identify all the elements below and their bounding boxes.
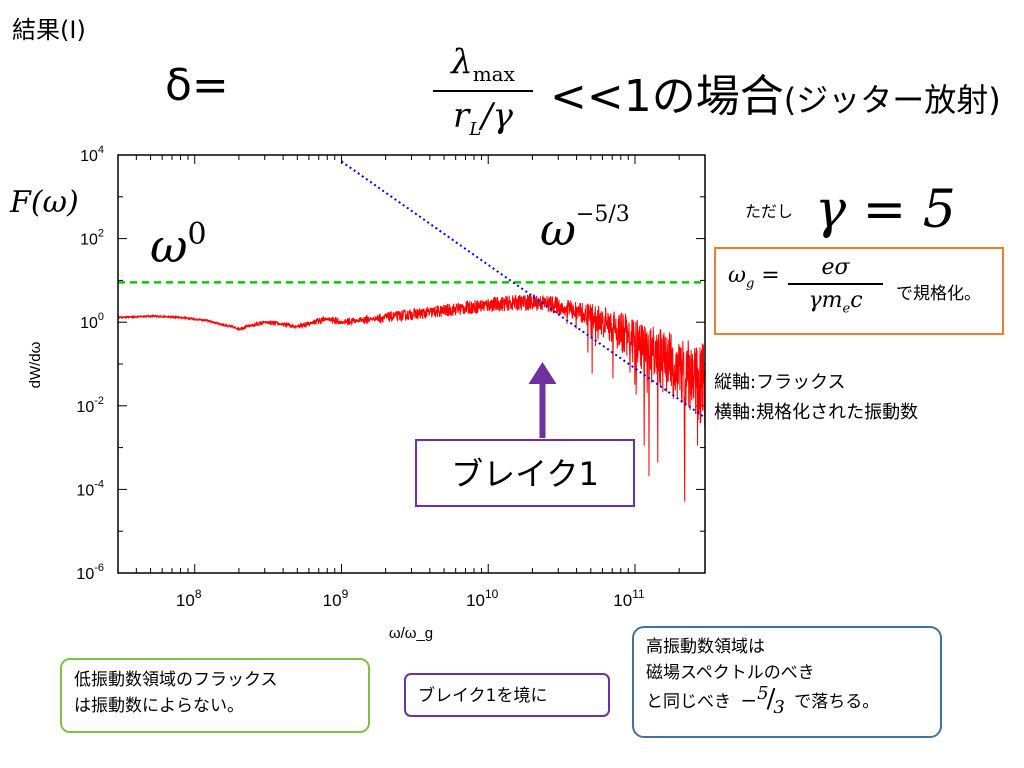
break-arrow-head xyxy=(528,362,557,384)
spectrum-series-line xyxy=(118,294,705,502)
norm-den-tail: c xyxy=(850,287,863,313)
x-axis-label: ω/ω_g xyxy=(389,625,433,642)
x-axis-ticks: 108 109 1010 1011 xyxy=(117,155,706,610)
gamma-equation: γ = 5 xyxy=(815,180,956,240)
heading-condition: <<1の場合(ジッター放射) xyxy=(550,60,1001,124)
horizontal-axis-note: 横軸:規格化された振動数 xyxy=(714,402,919,423)
omega-power-exp: −5/3 xyxy=(576,202,630,227)
plot-frame xyxy=(117,154,706,574)
omega-zero-exp: 0 xyxy=(188,217,207,252)
omega-power-base: ω xyxy=(540,205,576,256)
norm-omega-sub: g xyxy=(745,276,755,292)
series-group xyxy=(118,160,705,502)
vertical-axis-note: 縦軸:フラックス xyxy=(714,372,846,393)
break-annotation: ブレイク1 xyxy=(415,362,635,507)
frac-denominator-sub: L xyxy=(469,118,482,140)
frac-denominator: r xyxy=(453,95,470,136)
high-callout-pre: と同じべき xyxy=(646,692,731,712)
y-tick-label: 10-2 xyxy=(76,395,104,416)
main-heading: δ= λmax rL/γ <<1の場合(ジッター放射) xyxy=(165,40,1015,140)
y-axis-ticks: 104 102 100 10-2 10-4 10-6 xyxy=(76,144,705,583)
high-frequency-callout: 高振動数領域は 磁場スペクトルのべき と同じべき −5/3 で落ちる。 xyxy=(632,626,942,738)
spectrum-chart: 108 109 1010 1011 104 102 100 10-2 10-4 10-6 dW/… xyxy=(9,144,706,642)
y-axis-label: dW/dω xyxy=(27,341,44,388)
fraction-den: 3 xyxy=(773,697,785,718)
break-callout: ブレイク1を境に xyxy=(404,673,610,717)
low-callout-line-1: 低振動数領域のフラックス xyxy=(74,670,278,690)
fraction-slash: / xyxy=(766,684,776,714)
norm-fraction: eσ γmec xyxy=(788,255,883,316)
omega-power-label: ω−5/3 xyxy=(540,202,630,256)
y-tick-label: 104 xyxy=(80,144,104,165)
norm-den-sub: e xyxy=(842,300,851,316)
omega-zero-base: ω xyxy=(150,219,188,273)
x-tick-label: 1010 xyxy=(466,587,499,610)
norm-lhs: ωg = xyxy=(728,263,780,291)
delta-fraction: λmax rL/γ xyxy=(433,42,533,140)
norm-omega: ω xyxy=(728,263,746,288)
omega-zero-label: ω0 xyxy=(150,217,207,273)
f-omega-label: F(ω) xyxy=(9,185,79,220)
delta-equals: δ= xyxy=(165,60,229,111)
fraction-bar xyxy=(433,89,533,92)
break-label-box xyxy=(415,439,635,507)
high-callout-line-2: 磁場スペクトルのべき xyxy=(646,663,815,683)
break-callout-text: ブレイク1を境に xyxy=(418,686,548,706)
high-callout-post: で落ちる。 xyxy=(794,692,880,712)
frac-denominator-tail: /γ xyxy=(481,95,513,136)
axis-notes: 縦軸:フラックス 横軸:規格化された振動数 xyxy=(714,368,918,428)
condition-text: <<1の場合 xyxy=(550,71,784,122)
norm-equals: = xyxy=(761,263,780,288)
norm-numerator: eσ xyxy=(821,255,850,280)
break-label: ブレイク1 xyxy=(451,455,599,493)
gamma-label: ただし xyxy=(745,202,794,221)
y-tick-label: 102 xyxy=(80,228,104,249)
low-callout-line-2: は振動数によらない。 xyxy=(74,696,244,716)
high-callout-line-1: 高振動数領域は xyxy=(646,637,765,657)
norm-text: で規格化。 xyxy=(896,284,981,304)
frac-numerator-sub: max xyxy=(472,61,515,86)
x-tick-label: 1011 xyxy=(613,587,645,610)
high-callout-line-3: と同じべき −5/3 で落ちる。 xyxy=(646,683,928,718)
y-tick-label: 10-6 xyxy=(76,562,104,583)
frac-numerator: λ xyxy=(451,42,473,82)
x-tick-label: 108 xyxy=(176,587,202,610)
low-frequency-callout: 低振動数領域のフラックス は振動数によらない。 xyxy=(60,658,370,733)
norm-den-main: γm xyxy=(808,287,843,313)
y-tick-label: 10-4 xyxy=(76,478,104,499)
norm-fraction-bar xyxy=(788,283,883,285)
fraction-minus: − xyxy=(740,688,758,712)
norm-denominator: γmec xyxy=(788,288,883,316)
condition-paren: (ジッター放射) xyxy=(783,81,1001,119)
minus-five-thirds: −5/3 xyxy=(740,683,785,718)
power-law-reference-line xyxy=(340,160,705,419)
normalization-box: ωg = eσ γmec で規格化。 xyxy=(714,247,1004,335)
y-tick-label: 100 xyxy=(80,311,104,332)
x-tick-label: 109 xyxy=(323,587,349,610)
gamma-note: ただし γ = 5 xyxy=(745,180,956,240)
fraction-num: 5 xyxy=(757,683,769,704)
slide-title: 結果(I) xyxy=(12,16,86,44)
